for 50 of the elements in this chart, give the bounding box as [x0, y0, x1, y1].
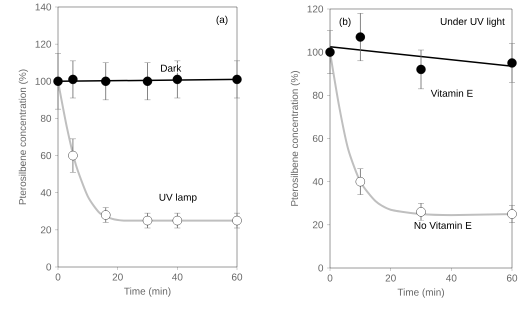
y-tick-label: 20	[312, 221, 324, 228]
y-axis-title: Pterosilbene concentration (%)	[290, 71, 300, 206]
point	[68, 150, 78, 160]
point	[101, 76, 110, 86]
series-label: UV lamp	[160, 193, 197, 203]
series-label: Vitamin E	[430, 90, 473, 97]
y-tick-label: 140	[36, 3, 52, 11]
x-tick-label: 40	[446, 274, 456, 282]
series-label: No Vitamin E	[414, 222, 472, 229]
y-tick-label: 40	[40, 189, 52, 196]
point	[53, 76, 63, 86]
point	[356, 176, 366, 186]
y-tick-label: 0	[318, 264, 324, 272]
text: (b)	[340, 18, 351, 27]
y-tick-label: 60	[312, 134, 324, 142]
x-axis-title: Time (min)	[398, 288, 444, 298]
x-axis-title: Time (min)	[124, 287, 170, 297]
y-tick-label: 0	[46, 263, 52, 271]
point	[68, 74, 78, 84]
x-tick-label: 60	[232, 274, 242, 281]
point	[232, 74, 242, 84]
text: (a)	[216, 16, 228, 25]
x-tick-label: 60	[506, 274, 518, 282]
x-tick-label: 20	[112, 274, 123, 281]
x-tick-label: 0	[56, 274, 60, 281]
point	[172, 216, 182, 226]
annotation: Under UV light	[440, 18, 505, 27]
series-label: Dark	[161, 64, 182, 72]
y-tick-label: 120	[36, 40, 52, 48]
point	[172, 74, 182, 84]
x-tick-label: 40	[172, 274, 182, 281]
y-tick-label: 120	[308, 5, 324, 13]
y-tick-label: 40	[312, 178, 324, 186]
point	[416, 207, 426, 217]
point	[142, 76, 152, 86]
y-tick-label: 20	[40, 226, 52, 234]
y-axis-title: Pterosilbene concentration (%)	[18, 70, 28, 204]
y-tick-label: 60	[40, 152, 52, 160]
point	[101, 210, 110, 220]
point	[142, 216, 152, 226]
x-tick-label: 0	[328, 274, 332, 282]
y-tick-label: 80	[40, 114, 52, 122]
point	[232, 216, 242, 226]
y-tick-label: 80	[312, 92, 324, 99]
y-tick-label: 100	[36, 78, 52, 85]
x-tick-label: 20	[386, 274, 396, 282]
point	[356, 32, 366, 42]
point	[416, 64, 426, 74]
point	[325, 47, 335, 57]
y-tick-label: 100	[308, 48, 324, 56]
